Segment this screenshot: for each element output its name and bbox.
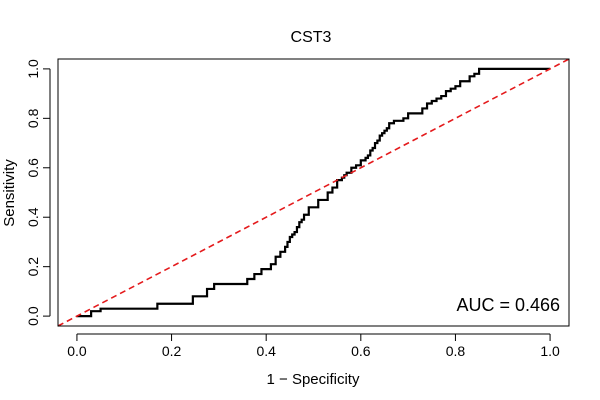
x-axis: 0.0 0.2 0.4 0.6 0.8 1.0 <box>67 333 560 359</box>
y-tick-label: 0.8 <box>25 108 41 128</box>
y-tick-label: 1.0 <box>25 59 41 79</box>
y-tick-label: 0.6 <box>25 158 41 178</box>
series-layer <box>57 58 570 327</box>
auc-annotation: AUC = 0.466 <box>456 295 560 315</box>
x-tick-label: 0.8 <box>446 343 466 359</box>
x-tick-label: 0.2 <box>162 343 182 359</box>
x-tick-label: 0.6 <box>351 343 371 359</box>
x-axis-label: 1 − Specificity <box>267 371 360 388</box>
chart-title: CST3 <box>291 29 332 46</box>
plot-frame <box>57 58 570 327</box>
y-tick-label: 0.4 <box>25 207 41 227</box>
y-axis-label: Sensitivity <box>1 159 18 227</box>
x-tick-label: 0.4 <box>256 343 276 359</box>
y-tick-label: 0.0 <box>25 306 41 326</box>
x-tick-label: 0.0 <box>67 343 87 359</box>
y-axis: 0.0 0.2 0.4 0.6 0.8 1.0 <box>25 59 51 326</box>
roc-curve <box>76 67 551 318</box>
x-tick-label: 1.0 <box>540 343 560 359</box>
reference-diagonal <box>57 58 570 327</box>
y-tick-label: 0.2 <box>25 257 41 277</box>
